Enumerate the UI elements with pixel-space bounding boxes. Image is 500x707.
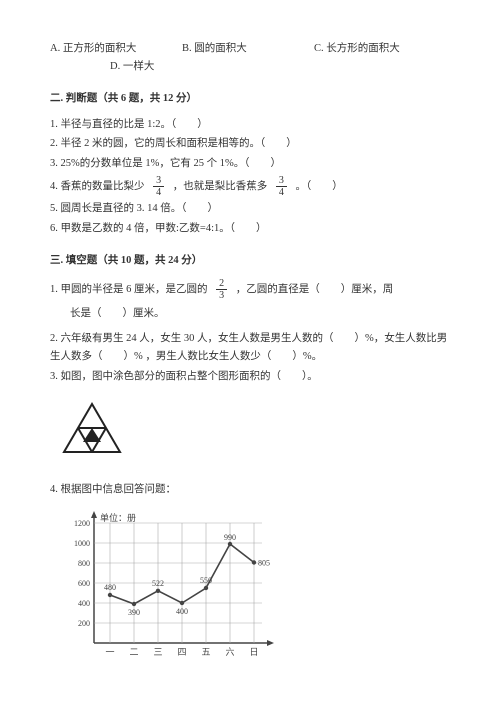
svg-text:200: 200 bbox=[78, 619, 90, 628]
svg-text:1000: 1000 bbox=[74, 539, 90, 548]
svg-text:390: 390 bbox=[128, 608, 140, 617]
s2-q4: 4. 香蕉的数量比梨少 3 4 ，也就是梨比香蕉多 3 4 。（ ） bbox=[50, 175, 450, 198]
svg-text:400: 400 bbox=[176, 607, 188, 616]
svg-text:五: 五 bbox=[201, 647, 210, 657]
fraction-icon: 2 3 bbox=[216, 278, 227, 301]
s3-q3: 3. 如图，图中涂色部分的面积占整个图形面积的（ ）。 bbox=[50, 368, 450, 386]
svg-text:三: 三 bbox=[153, 647, 162, 657]
s3-q1-c: 长是（ ）厘米。 bbox=[50, 305, 450, 323]
line-chart: 单位：册 1200 1000 800 600 400 200 一 二 三 四 五 六 日 480 390 522… bbox=[60, 505, 450, 682]
svg-text:600: 600 bbox=[78, 579, 90, 588]
svg-text:480: 480 bbox=[104, 583, 116, 592]
svg-text:六: 六 bbox=[225, 646, 234, 657]
s2-q3: 3. 25%的分数单位是 1%，它有 25 个 1%。（ ） bbox=[50, 155, 450, 173]
svg-text:800: 800 bbox=[78, 559, 90, 568]
s3-q1: 1. 甲圆的半径是 6 厘米，是乙圆的 2 3 ，乙圆的直径是（ ）厘米，周 bbox=[50, 278, 450, 301]
triangle-figure bbox=[60, 400, 450, 463]
chart-svg: 单位：册 1200 1000 800 600 400 200 一 二 三 四 五 六 日 480 390 522… bbox=[60, 505, 280, 675]
svg-text:805: 805 bbox=[258, 558, 270, 567]
option-b: B. 圆的面积大 bbox=[182, 40, 314, 58]
svg-text:单位：册: 单位：册 bbox=[100, 512, 136, 523]
s3-q1-a: 1. 甲圆的半径是 6 厘米，是乙圆的 bbox=[50, 284, 208, 295]
section2-list: 1. 半径与直径的比是 1:2。（ ） 2. 半径 2 米的圆，它的周长和面积是… bbox=[50, 116, 450, 238]
s2-q1: 1. 半径与直径的比是 1:2。（ ） bbox=[50, 116, 450, 134]
svg-text:一: 一 bbox=[105, 647, 114, 657]
svg-text:522: 522 bbox=[152, 578, 164, 587]
svg-text:四: 四 bbox=[177, 647, 186, 657]
option-d: D. 一样大 bbox=[50, 58, 154, 76]
s3-q2: 2. 六年级有男生 24 人，女生 30 人，女生人数是男生人数的（ ）%，女生… bbox=[50, 330, 450, 366]
fraction-icon: 3 4 bbox=[276, 175, 287, 198]
s2-q4-a: 4. 香蕉的数量比梨少 bbox=[50, 181, 145, 192]
s2-q4-b: ，也就是梨比香蕉多 bbox=[173, 181, 268, 192]
svg-text:二: 二 bbox=[129, 647, 138, 657]
section3-list: 1. 甲圆的半径是 6 厘米，是乙圆的 2 3 ，乙圆的直径是（ ）厘米，周 长… bbox=[50, 278, 450, 386]
svg-text:400: 400 bbox=[78, 599, 90, 608]
s2-q5: 5. 圆周长是直径的 3. 14 倍。（ ） bbox=[50, 200, 450, 218]
mc-options: A. 正方形的面积大 B. 圆的面积大 C. 长方形的面积大 D. 一样大 bbox=[50, 40, 450, 76]
svg-text:日: 日 bbox=[249, 647, 258, 657]
svg-text:550: 550 bbox=[200, 576, 212, 585]
svg-text:1200: 1200 bbox=[74, 519, 90, 528]
s2-q4-c: 。（ ） bbox=[296, 181, 343, 192]
s3-q1-b: ，乙圆的直径是（ ）厘米，周 bbox=[236, 284, 394, 295]
svg-text:990: 990 bbox=[224, 533, 236, 542]
triangle-icon bbox=[60, 400, 124, 456]
section2-title: 二. 判断题（共 6 题，共 12 分） bbox=[50, 90, 450, 108]
option-a: A. 正方形的面积大 bbox=[50, 40, 182, 58]
section3-title: 三. 填空题（共 10 题，共 24 分） bbox=[50, 252, 450, 270]
s2-q6: 6. 甲数是乙数的 4 倍，甲数:乙数=4:1。（ ） bbox=[50, 220, 450, 238]
s3-q4: 4. 根据图中信息回答问题： bbox=[50, 481, 450, 499]
s2-q2: 2. 半径 2 米的圆，它的周长和面积是相等的。（ ） bbox=[50, 135, 450, 153]
fraction-icon: 3 4 bbox=[153, 175, 164, 198]
option-c: C. 长方形的面积大 bbox=[314, 40, 450, 58]
